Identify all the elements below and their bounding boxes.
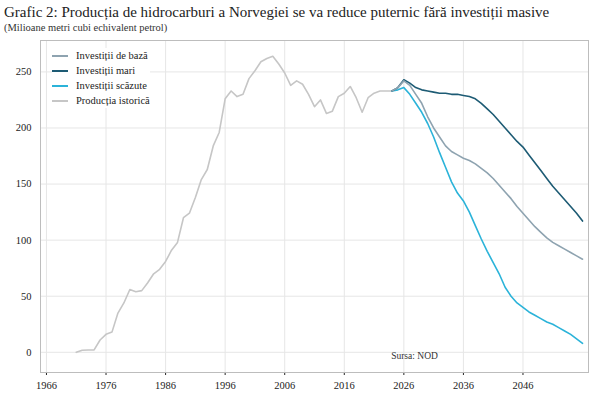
svg-text:50: 50 bbox=[21, 291, 32, 302]
svg-text:1986: 1986 bbox=[155, 380, 176, 391]
svg-text:2016: 2016 bbox=[334, 380, 355, 391]
svg-text:1996: 1996 bbox=[215, 380, 236, 391]
svg-text:150: 150 bbox=[16, 178, 32, 189]
html-text:Producția istorică: Producția istorică bbox=[76, 95, 150, 106]
svg-text:2036: 2036 bbox=[453, 380, 474, 391]
svg-text:2026: 2026 bbox=[393, 380, 414, 391]
html-text:Grafic 2: Producția de hidroca: Grafic 2: Producția de hidrocarburi a No… bbox=[4, 4, 550, 20]
svg-text:Sursa: NOD: Sursa: NOD bbox=[391, 351, 438, 361]
html-text:Investiții de bază: Investiții de bază bbox=[76, 50, 148, 61]
html-text:Investiții mari: Investiții mari bbox=[76, 65, 136, 76]
svg-text:200: 200 bbox=[16, 122, 32, 133]
svg-text:1976: 1976 bbox=[96, 380, 117, 391]
html-text:Investiții scăzute: Investiții scăzute bbox=[76, 80, 147, 91]
svg-text:2046: 2046 bbox=[512, 380, 533, 391]
svg-text:250: 250 bbox=[16, 66, 32, 77]
svg-text:2006: 2006 bbox=[274, 380, 295, 391]
svg-text:1966: 1966 bbox=[36, 380, 57, 391]
svg-text:0: 0 bbox=[26, 347, 31, 358]
html-text:(Milioane metri cubi echivalen: (Milioane metri cubi echivalent petrol) bbox=[4, 22, 168, 33]
svg-text:100: 100 bbox=[16, 235, 32, 246]
